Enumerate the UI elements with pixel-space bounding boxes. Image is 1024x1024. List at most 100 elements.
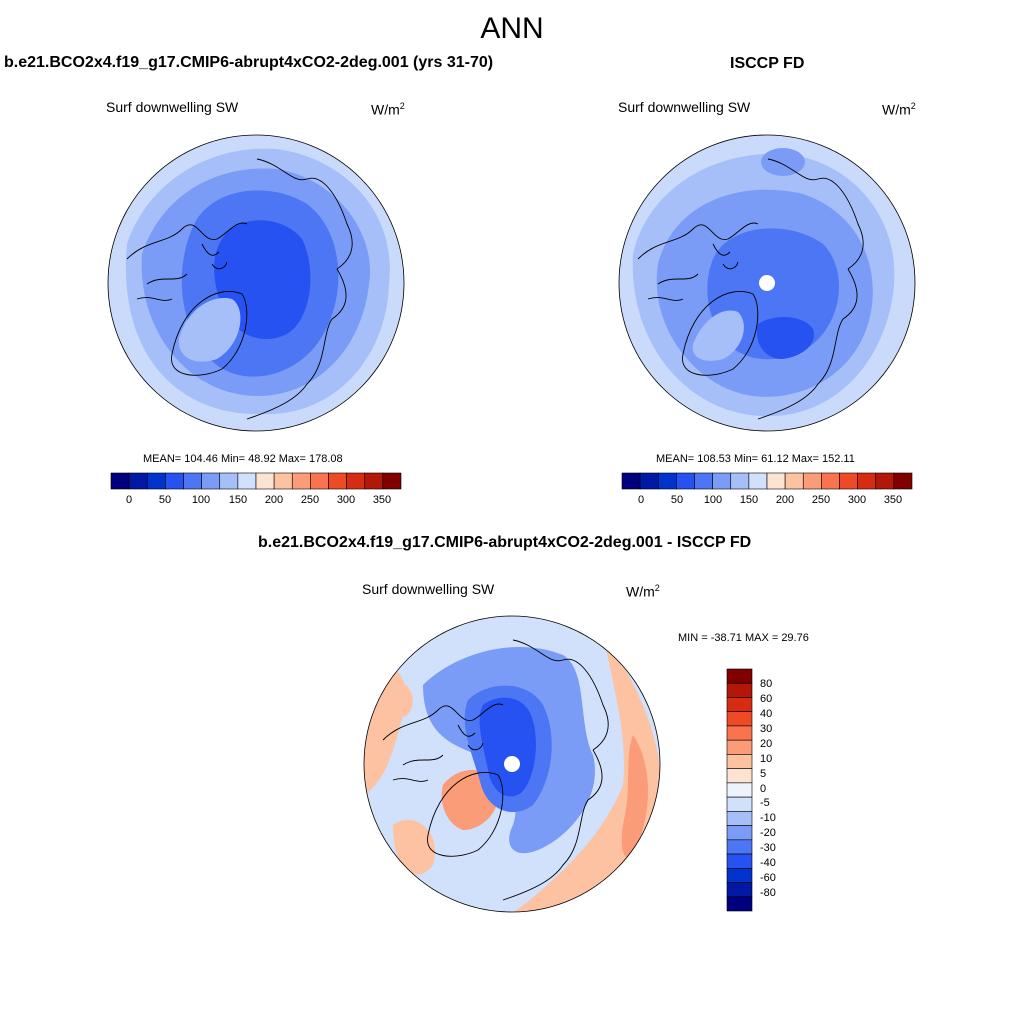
cbar-label: 150 [739,494,759,506]
panel-1-colorbar [110,472,402,490]
colorbar-swatch [726,725,753,741]
colorbar-swatch [726,853,753,869]
cbar-label: 50 [670,494,684,506]
colorbar-swatch [766,472,786,490]
missing-data-pole [504,756,520,772]
panel-1-units: W/m2 [371,101,405,118]
colorbar-swatch [726,839,753,855]
main-title: ANN [480,12,544,45]
cbar-label: 60 [760,693,773,705]
cbar-label: 350 [883,494,903,506]
map-field-warm-east-strong [621,735,648,858]
cbar-label: -30 [760,842,776,854]
cbar-label: 20 [760,738,773,750]
panel-1-map [107,134,405,432]
panel-3-title: b.e21.BCO2x4.f19_g17.CMIP6-abrupt4xCO2-2… [258,534,752,551]
colorbar-swatch [726,867,753,883]
cbar-label: 300 [847,494,867,506]
colorbar-swatch [128,472,148,490]
panel-3-colorbar [726,668,753,912]
colorbar-swatch [726,782,753,798]
cbar-label: -80 [760,887,776,899]
greenland-field [692,310,744,361]
cbar-label: 50 [158,494,172,506]
coastlines [637,158,864,420]
colorbar-swatch [165,472,184,490]
colorbar-swatch [726,825,753,841]
map-border [107,134,405,432]
colorbar-swatch [291,472,311,490]
cbar-label: 300 [336,494,356,506]
colorbar-swatch [273,472,293,490]
colorbar-swatch [364,472,384,490]
colorbar-swatch [726,882,753,898]
colorbar-swatch [730,472,750,490]
colorbar-swatch [726,668,753,684]
cbar-label: 100 [191,494,211,506]
colorbar-swatch [382,472,402,490]
cbar-label: 150 [228,494,248,506]
colorbar-swatch [146,472,166,490]
colorbar-swatch [726,896,753,912]
colorbar-swatch [726,739,753,755]
cbar-label: 200 [264,494,284,506]
colorbar-swatch [875,472,895,490]
colorbar-swatch [726,796,753,812]
panel-1-title: b.e21.BCO2x4.f19_g17.CMIP6-abrupt4xCO2-2… [4,54,494,71]
colorbar-swatch [857,472,877,490]
coastlines [126,158,353,420]
panel-3-variable: Surf downwelling SW [362,581,495,597]
colorbar-swatch [893,472,913,490]
cbar-label: 0 [760,783,767,795]
map-field-spot [761,148,805,176]
panel-1-stats: MEAN= 104.46 Min= 48.92 Max= 178.08 [143,453,343,465]
colorbar-swatch [726,711,753,727]
colorbar-swatch [346,472,366,490]
map-field-warm-nw [383,681,413,717]
cbar-label: 100 [703,494,723,506]
colorbar-swatch [726,682,753,698]
colorbar-swatch [639,472,659,490]
missing-data-pole [759,275,775,291]
colorbar-swatch [821,472,840,490]
colorbar-swatch [110,472,130,490]
cbar-label: -40 [760,857,776,869]
cbar-label: 80 [760,678,773,690]
colorbar-swatch [657,472,677,490]
colorbar-swatch [310,472,329,490]
map-border [363,615,661,913]
panel-2-title: ISCCP FD [730,55,805,72]
map-border [618,134,916,432]
map-field-warm-sw [393,819,435,875]
cbar-label: 30 [760,723,773,735]
cbar-label: 5 [760,768,767,780]
map-field-core [479,697,536,797]
colorbar-swatch [237,472,257,490]
panel-2-colorbar [621,472,913,490]
cbar-label: 200 [775,494,795,506]
cbar-label: 0 [125,494,133,506]
cbar-label: 40 [760,708,773,720]
colorbar-swatch [748,472,768,490]
panel-3-units: W/m2 [626,583,660,600]
colorbar-swatch [726,697,753,713]
colorbar-swatch [255,472,275,490]
panel-2-variable: Surf downwelling SW [618,99,751,115]
cbar-label: -20 [760,827,776,839]
panel-2-stats: MEAN= 108.53 Min= 61.12 Max= 152.11 [656,453,855,465]
colorbar-swatch [726,811,753,826]
panel-3-map [363,615,661,913]
cbar-label: 250 [300,494,320,506]
map-field-center [756,317,814,360]
panel-3-minmax: MIN = -38.71 MAX = 29.76 [678,632,809,644]
colorbar-swatch [219,472,239,490]
colorbar-swatch [621,472,641,490]
colorbar-swatch [726,754,753,769]
colorbar-swatch [784,472,804,490]
colorbar-swatch [802,472,822,490]
colorbar-swatch [726,768,753,784]
panel-2-map [618,134,916,432]
colorbar-swatch [712,472,732,490]
cbar-label: 0 [637,494,645,506]
cbar-label: 10 [760,753,773,765]
